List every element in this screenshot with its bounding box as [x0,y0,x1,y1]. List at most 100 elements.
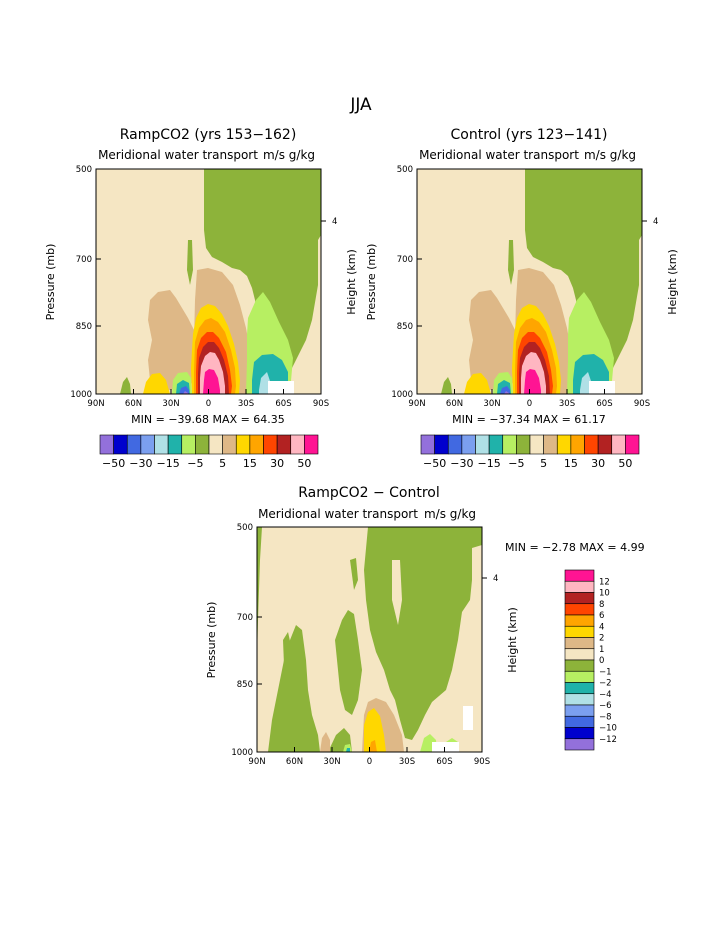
field-negative-small [335,610,362,715]
panel-control-subtitle: Meridional water transport [419,148,579,162]
field-positive-small [392,560,402,625]
x-tick-label: 30S [559,399,575,409]
colorbar-label: −4 [599,690,612,700]
colorbar: −50 −30 −15 −5 5 15 30 50 [420,434,640,470]
colorbar-swatch [611,434,626,455]
colorbar-label: 5 [540,457,547,470]
colorbar-label: 6 [599,611,604,621]
colorbar-swatch [99,434,114,455]
colorbar-label: −15 [478,457,501,470]
y-tick-label: 1000 [231,748,253,758]
colorbar-swatch [502,434,517,455]
colorbar-swatch [304,434,319,455]
colorbar-swatch [420,434,435,455]
colorbar-swatch [564,704,595,717]
colorbar-swatch [290,434,305,455]
field-positive-4 [369,740,377,752]
x-tick-label: 60N [286,757,303,767]
colorbar-swatch [564,614,595,627]
x-tick-label: 30S [238,399,254,409]
x-tick-label: 90S [474,757,490,767]
field-positive-small [146,290,203,394]
colorbar-label: 10 [599,589,610,599]
colorbar-swatch [564,569,595,582]
colorbar-swatch [235,434,251,455]
page-title: JJA [349,95,372,115]
colorbar-swatch [625,434,640,455]
y-axis-label: Pressure (mb) [44,244,57,321]
colorbar-label: 15 [564,457,578,470]
x-tick-label: 90N [87,399,104,409]
panel-rampco2: RampCO2 (yrs 153−162) Meridional water t… [44,127,358,470]
colorbar-label: −6 [599,701,612,711]
colorbar-label: 50 [297,457,311,470]
colorbar-swatch [208,434,223,455]
min-max-readout: MIN = −39.68 MAX = 64.35 [131,413,285,426]
field-missing [589,381,615,394]
colorbar-label: −5 [187,457,203,470]
field-negative-2 [346,748,350,752]
colorbar-swatch [447,434,463,455]
y-tick-label: 850 [397,322,413,332]
field-missing [432,742,459,752]
y-tick-label: 500 [397,165,413,175]
colorbar-label: −50 [102,457,125,470]
x-tick-label: 90S [313,399,329,409]
panel-difference-units: m/s g/kg [424,507,476,521]
colorbar-swatch [113,434,128,455]
field-negative-small [268,625,320,752]
y-tick-label: 500 [237,523,253,533]
x-ticks: 90N 60N 30N 0 30S 60S 90S [408,389,650,409]
panel-control-units: m/s g/kg [584,148,636,162]
panel-difference: RampCO2 − Control Meridional water trans… [205,485,645,767]
panel-control-title: Control (yrs 123−141) [451,127,608,143]
y-ticks: 500 700 850 1000 [231,523,262,758]
field-positive-small [467,290,524,394]
colorbar-label: −12 [599,735,617,745]
panel-difference-title: RampCO2 − Control [298,485,439,501]
colorbar-swatch [564,580,595,593]
x-tick-label: 60S [275,399,291,409]
field-negative-small [350,558,358,590]
y-tick-label: 850 [237,680,253,690]
field-negative-small [204,169,321,381]
panel-difference-plot [256,526,487,753]
y-axis-label: Pressure (mb) [365,244,378,321]
colorbar-swatch [570,434,585,455]
colorbar-label: 4 [599,622,604,632]
field-negative-small [441,377,452,394]
colorbar-swatch [564,670,595,683]
colorbar-swatch [126,434,142,455]
x-tick-label: 90N [248,757,265,767]
colorbar-label: 2 [599,634,604,644]
field-positive-1 [320,732,330,752]
colorbar-label: −30 [450,457,473,470]
colorbar-swatch [564,603,595,616]
colorbar-swatch [488,434,504,455]
field-positive-50 [524,369,541,394]
colorbar-swatch [564,693,595,706]
colorbar-swatch [564,648,595,661]
field-negative-50 [183,391,188,394]
colorbar-swatch [564,738,595,751]
colorbar-swatch [276,434,292,455]
colorbar-label: −8 [599,712,612,722]
right-axis-tick-label: 4 [332,217,337,227]
x-tick-label: 0 [527,399,532,409]
right-axis-label: Height (km) [345,249,358,315]
colorbar-label: −50 [423,457,446,470]
y-tick-label: 850 [76,322,92,332]
field-negative-50 [504,391,509,394]
colorbar-label: 5 [219,457,226,470]
field-negative-small [120,377,131,394]
colorbar-swatch [564,727,595,740]
colorbar-swatch [154,434,169,455]
y-ticks: 500 700 850 1000 [391,165,422,400]
field-positive-10 [143,373,170,394]
colorbar-label: 30 [270,457,284,470]
colorbar-swatch [167,434,183,455]
colorbar-label: 8 [599,600,604,610]
min-max-readout: MIN = −2.78 MAX = 4.99 [505,541,645,554]
